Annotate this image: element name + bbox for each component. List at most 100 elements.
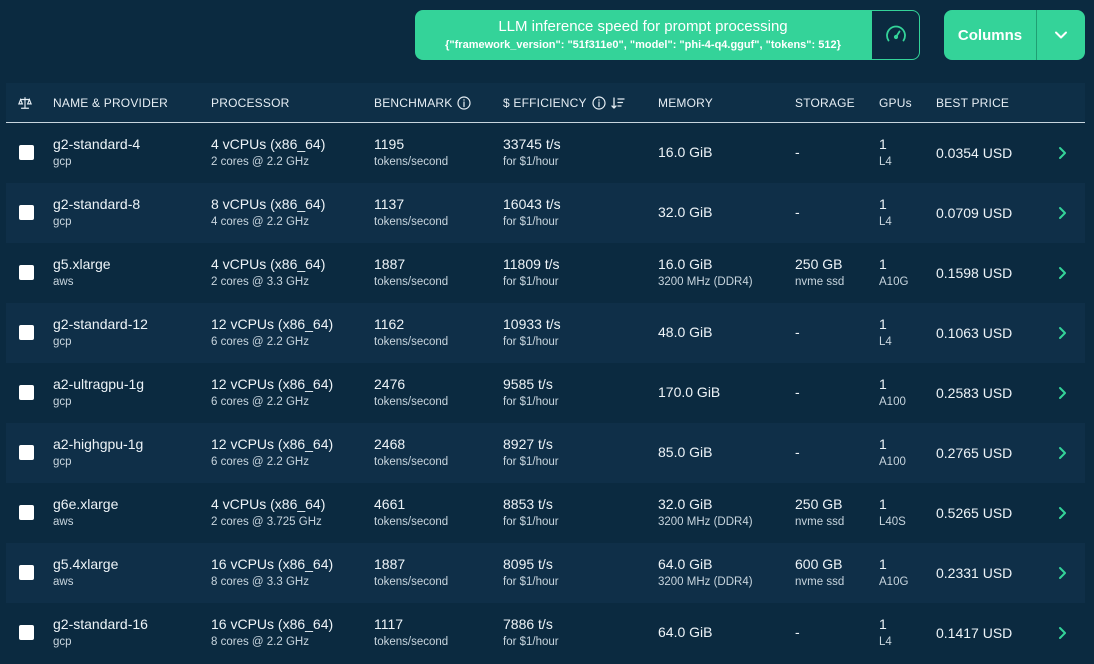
header-name[interactable]: NAME & PROVIDER: [53, 96, 169, 110]
compare-header[interactable]: [18, 83, 32, 123]
memory-cell: 32.0 GiB: [658, 183, 712, 243]
compare-checkbox[interactable]: [19, 205, 34, 220]
header-gpus[interactable]: GPUs: [879, 96, 912, 110]
compare-checkbox[interactable]: [19, 145, 34, 160]
benchmark-value: 1887: [374, 256, 406, 272]
efficiency-unit: for $1/hour: [503, 516, 559, 528]
memory-size: 170.0 GiB: [658, 383, 721, 400]
header-efficiency-label: $ EFFICIENCY: [503, 96, 587, 110]
memory-type: 3200 MHz (DDR4): [658, 576, 753, 588]
gpu-model: L40S: [879, 516, 906, 528]
table-row[interactable]: g2-standard-16 gcp 16 vCPUs (x86_64) 8 c…: [6, 603, 1085, 663]
row-details-button[interactable]: [1052, 443, 1072, 463]
gauge-button[interactable]: [871, 10, 920, 60]
table-row[interactable]: g2-standard-4 gcp 4 vCPUs (x86_64) 2 cor…: [6, 123, 1085, 183]
header-processor[interactable]: PROCESSOR: [211, 96, 290, 110]
row-details-button[interactable]: [1052, 323, 1072, 343]
memory-cell: 64.0 GiB 3200 MHz (DDR4): [658, 543, 753, 603]
chevron-right-icon: [1059, 327, 1066, 339]
gpu-cell: 1 A10G: [879, 543, 908, 603]
table-row[interactable]: g5.4xlarge aws 16 vCPUs (x86_64) 8 cores…: [6, 543, 1085, 603]
header-efficiency[interactable]: $ EFFICIENCY: [503, 83, 625, 123]
server-name[interactable]: g2-standard-8: [53, 196, 141, 212]
gpu-cell: 1 L40S: [879, 483, 906, 543]
efficiency-unit: for $1/hour: [503, 636, 559, 648]
server-name[interactable]: g2-standard-4: [53, 136, 141, 152]
gpu-model: A10G: [879, 576, 909, 588]
compare-checkbox[interactable]: [19, 625, 34, 640]
table-row[interactable]: g5.xlarge aws 4 vCPUs (x86_64) 2 cores @…: [6, 243, 1085, 303]
server-name[interactable]: a2-ultragpu-1g: [53, 376, 145, 392]
table-row[interactable]: g6e.xlarge aws 4 vCPUs (x86_64) 2 cores …: [6, 483, 1085, 543]
compare-checkbox[interactable]: [19, 265, 34, 280]
memory-size: 64.0 GiB: [658, 623, 713, 640]
chevron-right-icon: [1059, 627, 1066, 639]
table-body: g2-standard-4 gcp 4 vCPUs (x86_64) 2 cor…: [6, 123, 1085, 663]
server-name[interactable]: g2-standard-12: [53, 316, 148, 332]
compare-checkbox[interactable]: [19, 385, 34, 400]
vcpu-count: 8 vCPUs (x86_64): [211, 196, 326, 212]
efficiency-value: 8095 t/s: [503, 556, 553, 572]
benchmark-cell: 1117 tokens/second: [374, 603, 448, 663]
row-details-button[interactable]: [1052, 563, 1072, 583]
server-name[interactable]: g5.4xlarge: [53, 556, 119, 572]
row-details-button[interactable]: [1052, 503, 1072, 523]
vcpu-count: 12 vCPUs (x86_64): [211, 316, 334, 332]
row-details-button[interactable]: [1052, 143, 1072, 163]
storage-cell: -: [795, 423, 800, 483]
columns-label: Columns: [957, 26, 1023, 44]
vcpu-count: 12 vCPUs (x86_64): [211, 376, 334, 392]
row-details-button[interactable]: [1052, 203, 1072, 223]
server-name[interactable]: g2-standard-16: [53, 616, 148, 632]
table-header: NAME & PROVIDER PROCESSOR BENCHMARK $ EF…: [6, 83, 1085, 123]
vcpu-count: 16 vCPUs (x86_64): [211, 616, 334, 632]
benchmark-unit: tokens/second: [374, 276, 449, 288]
chevron-down-icon: [1055, 31, 1067, 39]
columns-button[interactable]: Columns: [944, 10, 1036, 60]
gpu-count: 1: [879, 556, 887, 572]
row-details-button[interactable]: [1052, 383, 1072, 403]
header-memory[interactable]: MEMORY: [658, 96, 713, 110]
header-benchmark[interactable]: BENCHMARK: [374, 83, 472, 123]
cpu-cores: 2 cores @ 2.2 GHz: [211, 156, 309, 168]
storage-size: -: [795, 443, 800, 460]
gpu-count: 1: [879, 376, 887, 392]
best-price: 0.1063 USD: [936, 325, 1013, 341]
columns-dropdown-toggle[interactable]: [1036, 10, 1085, 60]
processor-cell: 16 vCPUs (x86_64) 8 cores @ 3.3 GHz: [211, 543, 333, 603]
compare-checkbox[interactable]: [19, 505, 34, 520]
server-name[interactable]: g6e.xlarge: [53, 496, 119, 512]
header-price[interactable]: BEST PRICE: [936, 96, 1010, 110]
memory-cell: 170.0 GiB: [658, 363, 720, 423]
benchmark-selector-button[interactable]: LLM inference speed for prompt processin…: [415, 10, 871, 60]
row-details-button[interactable]: [1052, 263, 1072, 283]
info-icon[interactable]: [457, 96, 472, 110]
table-row[interactable]: a2-highgpu-1g gcp 12 vCPUs (x86_64) 6 co…: [6, 423, 1085, 483]
row-details-button[interactable]: [1052, 623, 1072, 643]
efficiency-cell: 7886 t/s for $1/hour: [503, 603, 559, 663]
server-name[interactable]: a2-highgpu-1g: [53, 436, 144, 452]
server-name[interactable]: g5.xlarge: [53, 256, 111, 272]
memory-cell: 85.0 GiB: [658, 423, 712, 483]
processor-cell: 12 vCPUs (x86_64) 6 cores @ 2.2 GHz: [211, 423, 333, 483]
efficiency-cell: 8853 t/s for $1/hour: [503, 483, 559, 543]
info-icon[interactable]: [592, 96, 606, 110]
sort-desc-icon[interactable]: [611, 96, 625, 110]
benchmark-unit: tokens/second: [374, 576, 449, 588]
name-cell: g2-standard-12 gcp: [53, 303, 148, 363]
compare-checkbox[interactable]: [19, 325, 34, 340]
gpu-model: L4: [879, 636, 892, 648]
gpu-count: 1: [879, 496, 887, 512]
compare-checkbox[interactable]: [19, 445, 34, 460]
name-cell: a2-highgpu-1g gcp: [53, 423, 143, 483]
storage-size: -: [795, 623, 800, 640]
table-row[interactable]: a2-ultragpu-1g gcp 12 vCPUs (x86_64) 6 c…: [6, 363, 1085, 423]
benchmark-unit: tokens/second: [374, 456, 449, 468]
header-storage[interactable]: STORAGE: [795, 96, 855, 110]
memory-size: 16.0 GiB: [658, 143, 713, 160]
compare-checkbox[interactable]: [19, 565, 34, 580]
table-row[interactable]: g2-standard-12 gcp 12 vCPUs (x86_64) 6 c…: [6, 303, 1085, 363]
table-row[interactable]: g2-standard-8 gcp 8 vCPUs (x86_64) 4 cor…: [6, 183, 1085, 243]
gpu-count: 1: [879, 316, 887, 332]
gauge-icon: [885, 25, 906, 42]
